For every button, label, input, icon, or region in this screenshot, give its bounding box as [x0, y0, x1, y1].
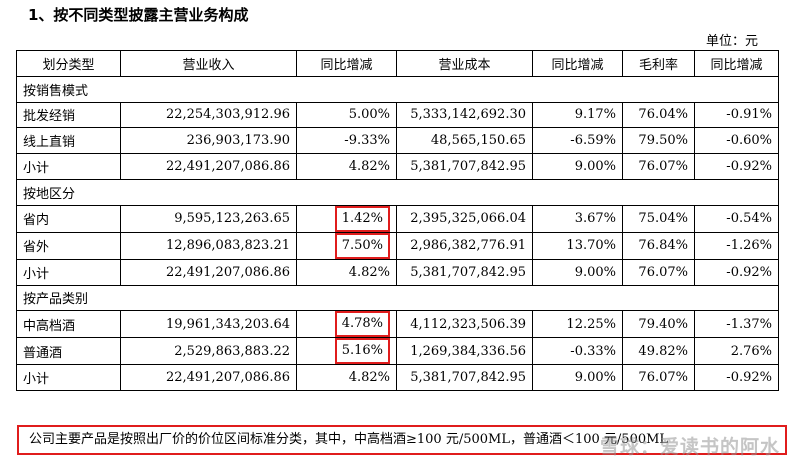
margin-yoy-cell: -0.92% [694, 153, 779, 180]
header-margin-yoy: 同比增减 [694, 50, 779, 77]
margin-cell: 76.07% [622, 258, 695, 286]
margin-yoy-cell: -1.37% [694, 310, 779, 339]
cost-cell: 2,395,325,066.04 [396, 204, 533, 233]
revenue-yoy-cell: 4.78% [296, 310, 397, 339]
highlight-box: 4.78% [334, 311, 390, 338]
cost-yoy-cell: 13.70% [532, 231, 623, 260]
highlight-box: 1.42% [334, 205, 390, 232]
cost-yoy-cell: -6.59% [532, 127, 623, 155]
row-label: 小计 [16, 364, 121, 392]
margin-cell: 76.84% [622, 231, 695, 260]
revenue-yoy-cell: 5.16% [296, 337, 397, 366]
subtotal-row: 小计 22,491,207,086.86 4.82% 5,381,707,842… [16, 153, 779, 180]
margin-cell: 49.82% [622, 337, 695, 366]
cost-yoy-cell: 3.67% [532, 204, 623, 233]
revenue-yoy-cell: 1.42% [296, 204, 397, 233]
cost-cell: 5,381,707,842.95 [396, 364, 533, 392]
revenue-cell: 22,254,303,912.96 [120, 101, 297, 129]
section-label: 按地区分 [16, 178, 779, 206]
row-label: 批发经销 [16, 101, 121, 129]
revenue-yoy-cell: 4.82% [296, 153, 397, 180]
row-label: 中高档酒 [16, 310, 121, 339]
margin-cell: 79.50% [622, 127, 695, 155]
margin-yoy-cell: -0.54% [694, 204, 779, 233]
table-row: 线上直销 236,903,173.90 -9.33% 48,565,150.65… [16, 127, 779, 155]
margin-yoy-cell: 2.76% [694, 337, 779, 366]
section-row: 按销售模式 [16, 75, 779, 103]
margin-cell: 76.04% [622, 101, 695, 129]
unit-label: 单位：元 [705, 34, 758, 49]
margin-yoy-cell: -1.26% [694, 231, 779, 260]
revenue-cell: 236,903,173.90 [120, 127, 297, 155]
section-row: 按地区分 [16, 178, 779, 206]
header-category: 划分类型 [16, 50, 121, 77]
margin-yoy-cell: -0.92% [694, 258, 779, 286]
header-revenue: 营业收入 [120, 50, 297, 77]
header-cost: 营业成本 [396, 50, 533, 77]
watermark: 雪球：爱读书的阿水 [599, 436, 780, 458]
cost-yoy-cell: 9.17% [532, 101, 623, 129]
revenue-yoy-cell: 5.00% [296, 101, 397, 129]
table-row: 省内 9,595,123,263.65 1.42% 2,395,325,066.… [16, 204, 779, 233]
header-cost-yoy: 同比增减 [532, 50, 623, 77]
margin-yoy-cell: -0.60% [694, 127, 779, 155]
revenue-yoy-cell: 7.50% [296, 231, 397, 260]
revenue-cell: 22,491,207,086.86 [120, 153, 297, 180]
cost-cell: 5,333,142,692.30 [396, 101, 533, 129]
section-row: 按产品类别 [16, 284, 779, 312]
revenue-cell: 12,896,083,823.21 [120, 231, 297, 260]
cost-yoy-cell: 9.00% [532, 364, 623, 392]
table-row: 普通酒 2,529,863,883.22 5.16% 1,269,384,336… [16, 337, 779, 366]
subtotal-row: 小计 22,491,207,086.86 4.82% 5,381,707,842… [16, 364, 779, 392]
margin-yoy-cell: -0.92% [694, 364, 779, 392]
cost-yoy-cell: 9.00% [532, 153, 623, 180]
cost-cell: 2,986,382,776.91 [396, 231, 533, 260]
section-label: 按销售模式 [16, 75, 779, 103]
table-row: 批发经销 22,254,303,912.96 5.00% 5,333,142,6… [16, 101, 779, 129]
header-gross-margin: 毛利率 [622, 50, 695, 77]
business-composition-table: 划分类型 营业收入 同比增减 营业成本 同比增减 毛利率 同比增减 按销售模式 … [16, 50, 779, 392]
section-title: 1、按不同类型披露主营业务构成 [28, 6, 249, 24]
revenue-cell: 22,491,207,086.86 [120, 364, 297, 392]
margin-cell: 76.07% [622, 153, 695, 180]
row-label: 小计 [16, 153, 121, 180]
margin-cell: 79.40% [622, 310, 695, 339]
highlight-box: 5.16% [334, 338, 390, 365]
cost-yoy-cell: 12.25% [532, 310, 623, 339]
revenue-cell: 22,491,207,086.86 [120, 258, 297, 286]
header-row: 划分类型 营业收入 同比增减 营业成本 同比增减 毛利率 同比增减 [16, 50, 779, 77]
row-label: 线上直销 [16, 127, 121, 155]
table-row: 中高档酒 19,961,343,203.64 4.78% 4,112,323,5… [16, 310, 779, 339]
revenue-yoy-cell: 4.82% [296, 258, 397, 286]
margin-yoy-cell: -0.91% [694, 101, 779, 129]
cost-cell: 5,381,707,842.95 [396, 258, 533, 286]
table-row: 省外 12,896,083,823.21 7.50% 2,986,382,776… [16, 231, 779, 260]
revenue-cell: 9,595,123,263.65 [120, 204, 297, 233]
classification-note: 公司主要产品是按照出厂价的价位区间标准分类，其中，中高档酒≥100 元/500M… [17, 425, 787, 455]
cost-cell: 5,381,707,842.95 [396, 153, 533, 180]
section-label: 按产品类别 [16, 284, 779, 312]
margin-cell: 76.07% [622, 364, 695, 392]
margin-cell: 75.04% [622, 204, 695, 233]
row-label: 省外 [16, 231, 121, 260]
row-label: 普通酒 [16, 337, 121, 366]
cost-cell: 4,112,323,506.39 [396, 310, 533, 339]
revenue-yoy-cell: 4.82% [296, 364, 397, 392]
revenue-yoy-cell: -9.33% [296, 127, 397, 155]
row-label: 小计 [16, 258, 121, 286]
cost-cell: 1,269,384,336.56 [396, 337, 533, 366]
subtotal-row: 小计 22,491,207,086.86 4.82% 5,381,707,842… [16, 258, 779, 286]
cost-cell: 48,565,150.65 [396, 127, 533, 155]
header-revenue-yoy: 同比增减 [296, 50, 397, 77]
highlight-box: 7.50% [334, 232, 390, 259]
revenue-cell: 2,529,863,883.22 [120, 337, 297, 366]
cost-yoy-cell: -0.33% [532, 337, 623, 366]
revenue-cell: 19,961,343,203.64 [120, 310, 297, 339]
cost-yoy-cell: 9.00% [532, 258, 623, 286]
row-label: 省内 [16, 204, 121, 233]
